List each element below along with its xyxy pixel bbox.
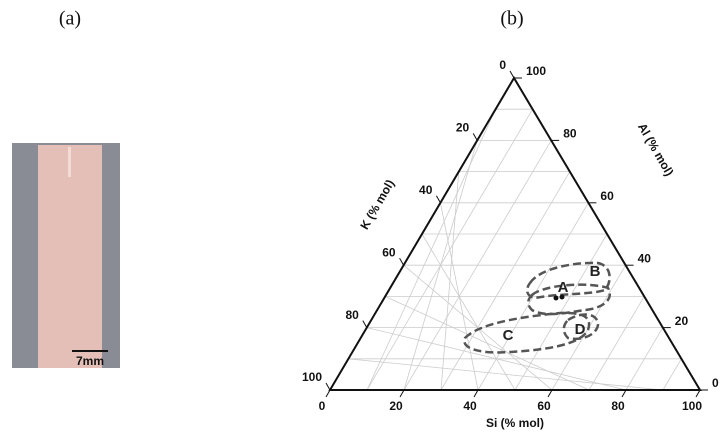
tick-label: 0	[712, 376, 719, 390]
tick-label: 0	[319, 399, 326, 413]
grid-line	[348, 358, 664, 391]
tick-mark	[399, 257, 405, 266]
tick-label: 80	[611, 399, 625, 413]
sample-photo: 7mm	[12, 143, 120, 368]
region-label: B	[590, 263, 601, 280]
axis-title: K (% mol)	[357, 177, 397, 232]
region-label: C	[503, 327, 514, 344]
grid-line	[403, 264, 553, 391]
axis-title: Si (% mol)	[486, 416, 544, 430]
grid-line	[421, 233, 516, 391]
tick-mark	[325, 389, 331, 398]
tick-label: 60	[382, 245, 396, 259]
tick-label: 20	[675, 314, 689, 328]
grid-line	[625, 327, 664, 391]
region-label: D	[575, 321, 586, 338]
tick-label: 20	[456, 121, 470, 135]
tick-label: 40	[463, 399, 477, 413]
tick-label: 80	[563, 127, 577, 141]
tick-label: 0	[499, 58, 506, 72]
tick-label: 100	[526, 64, 546, 78]
triangle	[328, 76, 702, 391]
tick-mark	[473, 389, 479, 398]
tick-label: 40	[638, 251, 652, 265]
region-label: A	[558, 279, 569, 296]
grid-line	[662, 358, 682, 391]
panel-label: (a)	[59, 8, 81, 30]
tick-label: 60	[600, 189, 614, 203]
tick-mark	[399, 389, 405, 398]
tick-mark	[362, 320, 368, 328]
tick-label: 60	[537, 399, 551, 413]
grid-line	[385, 296, 590, 391]
tick-mark	[621, 389, 627, 398]
tick-label: 100	[302, 370, 322, 384]
tick-label: 80	[345, 308, 359, 322]
tick-mark	[695, 389, 701, 398]
tick-mark	[435, 195, 441, 204]
grid-line	[588, 296, 645, 391]
panel-label: (b)	[500, 8, 523, 30]
scale-bar-label: 7mm	[76, 354, 104, 368]
ternary-diagram: 0 20 40 60 80 100 0 20 40 60 80 100 0 20 40 60 80 100 Si (…	[302, 58, 719, 430]
tick-label: 100	[682, 399, 702, 413]
grid-line	[440, 171, 571, 391]
tick-mark	[325, 382, 331, 391]
regions: A B C D	[463, 261, 611, 354]
tick-mark	[547, 389, 553, 398]
tick-mark	[509, 70, 515, 79]
grid-line	[366, 327, 627, 391]
tick-mark	[472, 133, 478, 141]
axis-title: Al (% mol)	[635, 121, 676, 179]
tick-label: 40	[419, 183, 433, 197]
tick-label: 20	[389, 399, 403, 413]
